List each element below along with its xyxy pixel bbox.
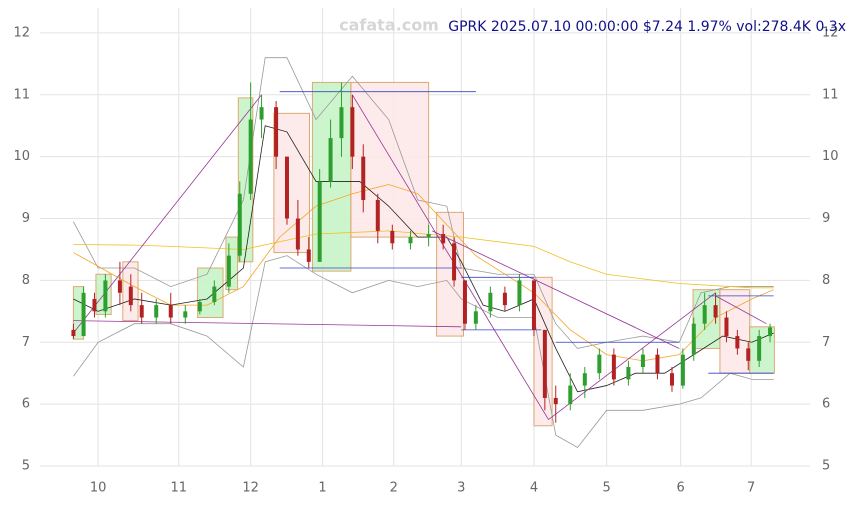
candle-body	[768, 327, 773, 337]
candle-body	[92, 298, 97, 312]
x-tick-label: 6	[677, 481, 685, 496]
y-tick-label: 5	[22, 459, 30, 474]
y-tick-label-right: 7	[822, 335, 830, 350]
y-tick-label-right: 11	[822, 87, 839, 102]
candle-body	[139, 305, 144, 318]
candle-body	[154, 305, 159, 318]
y-tick-label-right: 6	[822, 397, 830, 412]
candle-body	[212, 286, 217, 303]
candle-body	[168, 305, 173, 318]
y-tick-label: 12	[13, 25, 30, 40]
y-tick-label: 10	[13, 149, 30, 164]
trend-line	[715, 295, 767, 325]
candle-body	[259, 107, 264, 120]
candle-body	[724, 317, 729, 337]
candle-body	[226, 255, 231, 287]
y-tick-label-right: 8	[822, 273, 830, 288]
x-tick-label: 5	[602, 481, 610, 496]
trend-line	[73, 94, 262, 334]
x-tick-label: 11	[170, 481, 187, 496]
candle-body	[553, 397, 558, 405]
range-box	[225, 236, 239, 291]
indicator-line	[73, 230, 774, 289]
trend-line	[73, 320, 462, 328]
range-box	[273, 112, 311, 254]
candle-body	[274, 107, 279, 157]
candle-body	[361, 156, 366, 200]
candle-body	[317, 181, 322, 262]
candle-body	[502, 292, 507, 306]
candle-body	[611, 354, 616, 380]
candle-body	[183, 311, 188, 318]
candle-body	[284, 156, 289, 219]
candle-body	[441, 234, 446, 244]
x-tick-label: 2	[390, 481, 398, 496]
candle-body	[306, 249, 311, 262]
range-box	[436, 211, 465, 337]
y-tick-label-right: 10	[822, 149, 839, 164]
x-tick-label: 7	[747, 481, 755, 496]
candle-body	[582, 373, 587, 386]
y-tick-label: 9	[22, 211, 30, 226]
indicator-line	[73, 125, 774, 393]
candle-body	[71, 329, 76, 337]
candle-body	[542, 329, 547, 398]
y-tick-label: 11	[13, 87, 30, 102]
candle-body	[680, 354, 685, 386]
candle-body	[408, 237, 413, 244]
x-tick-label: 3	[457, 481, 465, 496]
candle-body	[597, 354, 602, 374]
chart-title: GPRK 2025.07.10 00:00:00 $7.24 1.97% vol…	[448, 19, 846, 35]
candle-body	[757, 336, 762, 361]
y-tick-label: 7	[22, 335, 30, 350]
y-tick-label-right: 5	[822, 459, 830, 474]
candle-body	[473, 311, 478, 324]
candle-body	[531, 280, 536, 330]
y-tick-label: 8	[22, 273, 30, 288]
trend-line	[548, 292, 716, 420]
watermark: cafata.com	[339, 16, 439, 35]
trend-line	[432, 230, 680, 349]
candle-body	[640, 354, 645, 368]
x-tick-label: 10	[90, 481, 107, 496]
candle-body	[328, 138, 333, 182]
candle-body	[488, 292, 493, 312]
candle-body	[462, 280, 467, 324]
candle-body	[237, 193, 242, 256]
indicator-line	[73, 255, 774, 448]
candle-body	[452, 243, 457, 281]
candle-body	[702, 305, 707, 324]
x-tick-label: 4	[530, 481, 538, 496]
candle-body	[295, 218, 300, 250]
candle-body	[350, 107, 355, 157]
x-tick-label: 1	[318, 481, 326, 496]
x-tick-label: 12	[242, 481, 259, 496]
candle-body	[81, 292, 86, 337]
candle-body	[103, 280, 108, 312]
candle-body	[626, 367, 631, 380]
candle-body	[691, 323, 696, 355]
candle-body	[117, 280, 122, 293]
candle-body	[517, 280, 522, 306]
trend-line	[352, 94, 549, 420]
candle-body	[390, 230, 395, 244]
y-tick-label-right: 12	[822, 25, 839, 40]
candle-body	[128, 286, 133, 306]
candle-body	[568, 385, 573, 405]
candle-body	[713, 305, 718, 318]
candle-body	[339, 107, 344, 139]
candle-body	[248, 119, 253, 194]
candle-body	[655, 354, 660, 374]
candle-body	[746, 348, 751, 361]
candle-body	[375, 199, 380, 231]
candle-body	[669, 373, 674, 386]
y-tick-label: 6	[22, 397, 30, 412]
indicator-line	[73, 184, 774, 362]
candle-body	[426, 234, 431, 238]
y-tick-label-right: 9	[822, 211, 830, 226]
candle-body	[735, 336, 740, 349]
candle-body	[197, 302, 202, 312]
